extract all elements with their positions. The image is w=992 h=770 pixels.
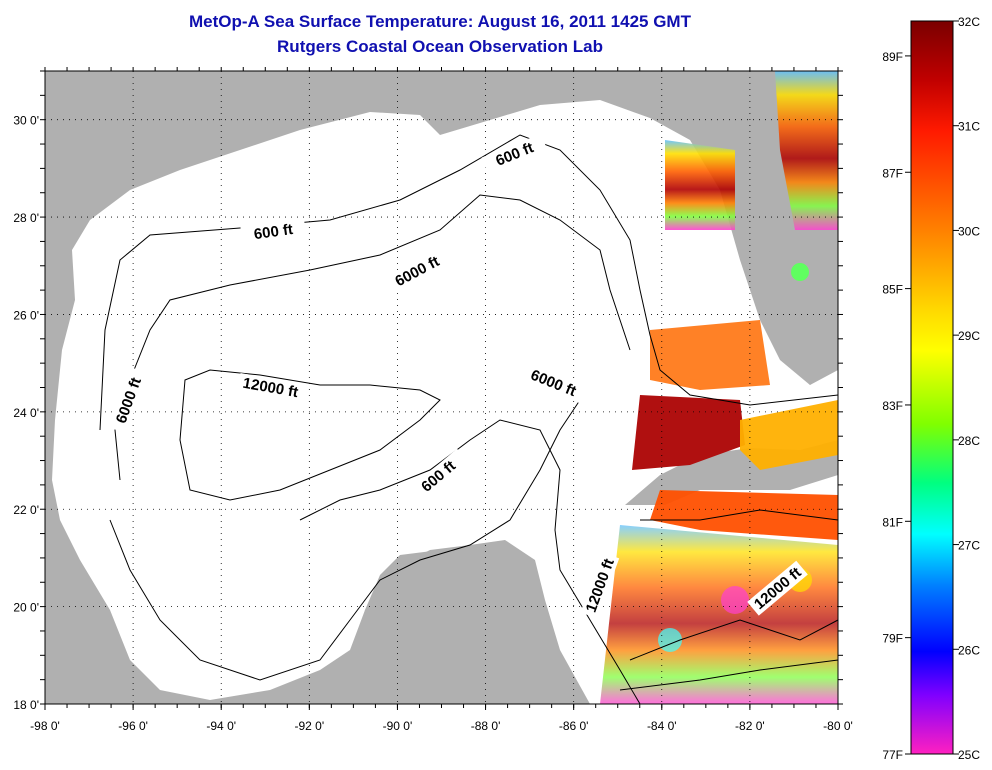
colorbar-label-f: 77F bbox=[882, 748, 903, 762]
colorbar-label-c: 25C bbox=[958, 748, 980, 762]
colorbar-label-f: 89F bbox=[882, 50, 903, 64]
colorbar-labels: 32C 31C 30C 29C 28C 27C 26C 25C 89F 87F 85F 83F 81F 7… bbox=[882, 15, 980, 762]
colorbar-label-f: 81F bbox=[882, 515, 903, 529]
axis-labels: -98 0' -96 0' -94 0' -92 0' -90 0' -88 0' -86 … bbox=[13, 114, 852, 733]
lon-tick-label: -98 0' bbox=[30, 719, 60, 733]
contour-cuba-south bbox=[640, 509, 838, 521]
colorbar-label-c: 29C bbox=[958, 329, 980, 343]
colorbar-label-c: 26C bbox=[958, 643, 980, 657]
map-title: MetOp-A Sea Surface Temperature: August … bbox=[189, 12, 691, 31]
lon-tick-label: -82 0' bbox=[735, 719, 765, 733]
contour-label-bg bbox=[240, 218, 307, 245]
axis-ticks bbox=[40, 67, 843, 710]
contour-600ft-yucatan bbox=[299, 419, 641, 704]
colorbar-label-c: 27C bbox=[958, 539, 980, 553]
colorbar: 32C 31C 30C 29C 28C 27C 26C 25C 89F 87F 85F 83F 81F 7… bbox=[882, 15, 980, 762]
lon-tick-label: -88 0' bbox=[471, 719, 501, 733]
map-subtitle: Rutgers Coastal Ocean Observation Lab bbox=[277, 37, 603, 56]
contour-6000ft-south bbox=[109, 399, 581, 681]
contour-6000ft bbox=[114, 194, 631, 481]
colorbar-label-c: 30C bbox=[958, 224, 980, 238]
contour-label-bg bbox=[747, 560, 808, 616]
contour-label-bg bbox=[407, 448, 469, 504]
contour-label: 600 ft bbox=[253, 221, 294, 243]
contour-label-bg bbox=[109, 367, 148, 434]
colorbar-label-f: 85F bbox=[882, 283, 903, 297]
contour-label-bg bbox=[580, 552, 620, 619]
colorbar-label-f: 87F bbox=[882, 166, 903, 180]
lat-tick-label: 20 0' bbox=[13, 601, 39, 615]
colorbar-gradient bbox=[910, 20, 954, 755]
lon-tick-label: -92 0' bbox=[295, 719, 325, 733]
colorbar-label-f: 79F bbox=[882, 632, 903, 646]
lat-tick-label: 26 0' bbox=[13, 308, 39, 322]
grid-lines bbox=[45, 71, 838, 704]
lat-tick-label: 22 0' bbox=[13, 503, 39, 517]
lon-tick-label: -86 0' bbox=[559, 719, 589, 733]
contour-label-bg bbox=[520, 362, 587, 404]
yucatan-land bbox=[350, 548, 535, 690]
lat-tick-label: 24 0' bbox=[13, 406, 39, 420]
contour-12000ft bbox=[179, 369, 441, 501]
lon-tick-label: -84 0' bbox=[647, 719, 677, 733]
lat-tick-label: 18 0' bbox=[13, 698, 39, 712]
contour-label-bg bbox=[237, 373, 304, 402]
lon-tick-label: -90 0' bbox=[383, 719, 413, 733]
lon-tick-label: -96 0' bbox=[118, 719, 148, 733]
contour-caribbean-2 bbox=[619, 659, 838, 691]
colorbar-label-c: 28C bbox=[958, 434, 980, 448]
lon-tick-label: -94 0' bbox=[206, 719, 236, 733]
contour-label-bg bbox=[481, 133, 548, 175]
sst-swath bbox=[600, 71, 838, 704]
lat-tick-label: 28 0' bbox=[13, 211, 39, 225]
lon-tick-label: -80 0' bbox=[823, 719, 853, 733]
colorbar-label-c: 31C bbox=[958, 120, 980, 134]
lat-tick-label: 30 0' bbox=[13, 114, 39, 128]
contour-label-bg bbox=[384, 248, 450, 295]
colorbar-label-f: 83F bbox=[882, 399, 903, 413]
colorbar-label-c: 32C bbox=[958, 15, 980, 29]
contour-caribbean bbox=[629, 619, 838, 661]
